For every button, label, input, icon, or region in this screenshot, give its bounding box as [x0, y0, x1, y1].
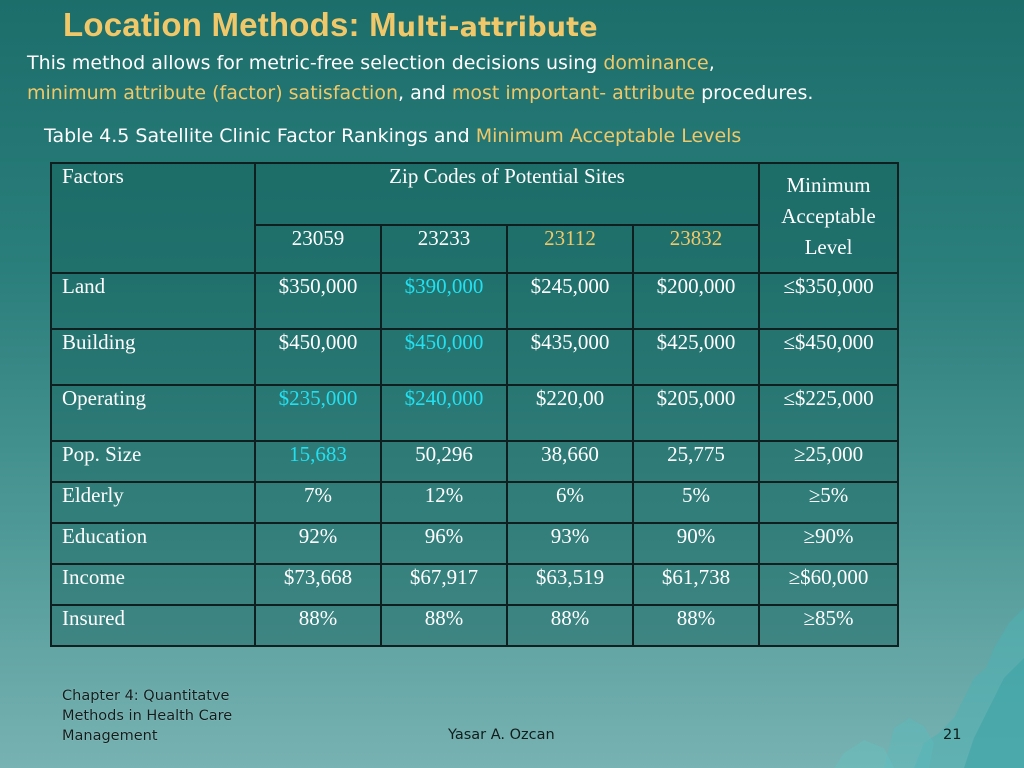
minimum-cell: ≥5% [758, 481, 899, 524]
page-number: 21 [943, 727, 962, 743]
zip-23233: 23233 [380, 224, 508, 274]
value-cell: $450,000 [254, 328, 382, 386]
term-minimum-attribute: minimum attribute (factor) satisfaction [27, 82, 398, 104]
value-cell: 88% [632, 604, 760, 647]
value-cell: $61,738 [632, 563, 760, 606]
header-minimum-level: Minimum Acceptable Level [758, 162, 899, 274]
value-cell: 7% [254, 481, 382, 524]
header-factors: Factors [50, 162, 256, 274]
value-cell: $73,668 [254, 563, 382, 606]
minimum-cell: ≤$450,000 [758, 328, 899, 386]
header-zip-codes: Zip Codes of Potential Sites [254, 162, 760, 226]
value-cell: 38,660 [506, 440, 634, 483]
table-row: Elderly 7% 12% 6% 5% ≥5% [50, 481, 899, 524]
table-row: Insured 88% 88% 88% 88% ≥85% [50, 604, 899, 647]
factor-label: Income [50, 563, 256, 606]
minimum-cell: ≥25,000 [758, 440, 899, 483]
value-cell: 88% [254, 604, 382, 647]
value-cell: $350,000 [254, 272, 382, 330]
table-row: Pop. Size 15,683 50,296 38,660 25,775 ≥2… [50, 440, 899, 483]
value-cell: $220,00 [506, 384, 634, 442]
value-cell: $200,000 [632, 272, 760, 330]
table-row: Income $73,668 $67,917 $63,519 $61,738 ≥… [50, 563, 899, 606]
factor-label: Pop. Size [50, 440, 256, 483]
value-cell: 5% [632, 481, 760, 524]
minimum-cell: ≤$225,000 [758, 384, 899, 442]
value-cell: 50,296 [380, 440, 508, 483]
zip-23059: 23059 [254, 224, 382, 274]
factor-label: Building [50, 328, 256, 386]
factor-label: Elderly [50, 481, 256, 524]
table-caption: Table 4.5 Satellite Clinic Factor Rankin… [44, 125, 742, 147]
value-cell: $450,000 [380, 328, 508, 386]
intro-text: This method allows for metric-free selec… [27, 52, 814, 104]
footer-chapter: Chapter 4: Quantitatve Methods in Health… [62, 688, 233, 744]
value-cell: 12% [380, 481, 508, 524]
minimum-cell: ≥$60,000 [758, 563, 899, 606]
value-cell: $435,000 [506, 328, 634, 386]
value-cell: 96% [380, 522, 508, 565]
minimum-cell: ≤$350,000 [758, 272, 899, 330]
footer-author: Yasar A. Ozcan [448, 727, 555, 743]
value-cell: 6% [506, 481, 634, 524]
value-cell: $63,519 [506, 563, 634, 606]
factor-label: Land [50, 272, 256, 330]
value-cell: 88% [380, 604, 508, 647]
value-cell: 90% [632, 522, 760, 565]
table-row: Building $450,000 $450,000 $435,000 $425… [50, 328, 899, 386]
value-cell: 15,683 [254, 440, 382, 483]
term-most-important-attribute: most important- attribute [451, 82, 696, 104]
zip-23832: 23832 [632, 224, 760, 274]
slide-title: Location Methods: Multi-attribute [63, 6, 598, 43]
value-cell: 93% [506, 522, 634, 565]
iceberg-decoration [834, 608, 1024, 768]
value-cell: 88% [506, 604, 634, 647]
factor-label: Education [50, 522, 256, 565]
factor-label: Insured [50, 604, 256, 647]
minimum-cell: ≥85% [758, 604, 899, 647]
value-cell: $425,000 [632, 328, 760, 386]
value-cell: $390,000 [380, 272, 508, 330]
value-cell: $245,000 [506, 272, 634, 330]
value-cell: $205,000 [632, 384, 760, 442]
value-cell: $240,000 [380, 384, 508, 442]
value-cell: $235,000 [254, 384, 382, 442]
factor-rankings-table: Factors Zip Codes of Potential Sites Min… [50, 162, 899, 647]
zip-23112: 23112 [506, 224, 634, 274]
minimum-cell: ≥90% [758, 522, 899, 565]
table-row: Land $350,000 $390,000 $245,000 $200,000… [50, 272, 899, 330]
table-row: Operating $235,000 $240,000 $220,00 $205… [50, 384, 899, 442]
table-row: Education 92% 96% 93% 90% ≥90% [50, 522, 899, 565]
value-cell: 92% [254, 522, 382, 565]
factor-label: Operating [50, 384, 256, 442]
term-dominance: dominance [603, 52, 709, 74]
value-cell: 25,775 [632, 440, 760, 483]
value-cell: $67,917 [380, 563, 508, 606]
